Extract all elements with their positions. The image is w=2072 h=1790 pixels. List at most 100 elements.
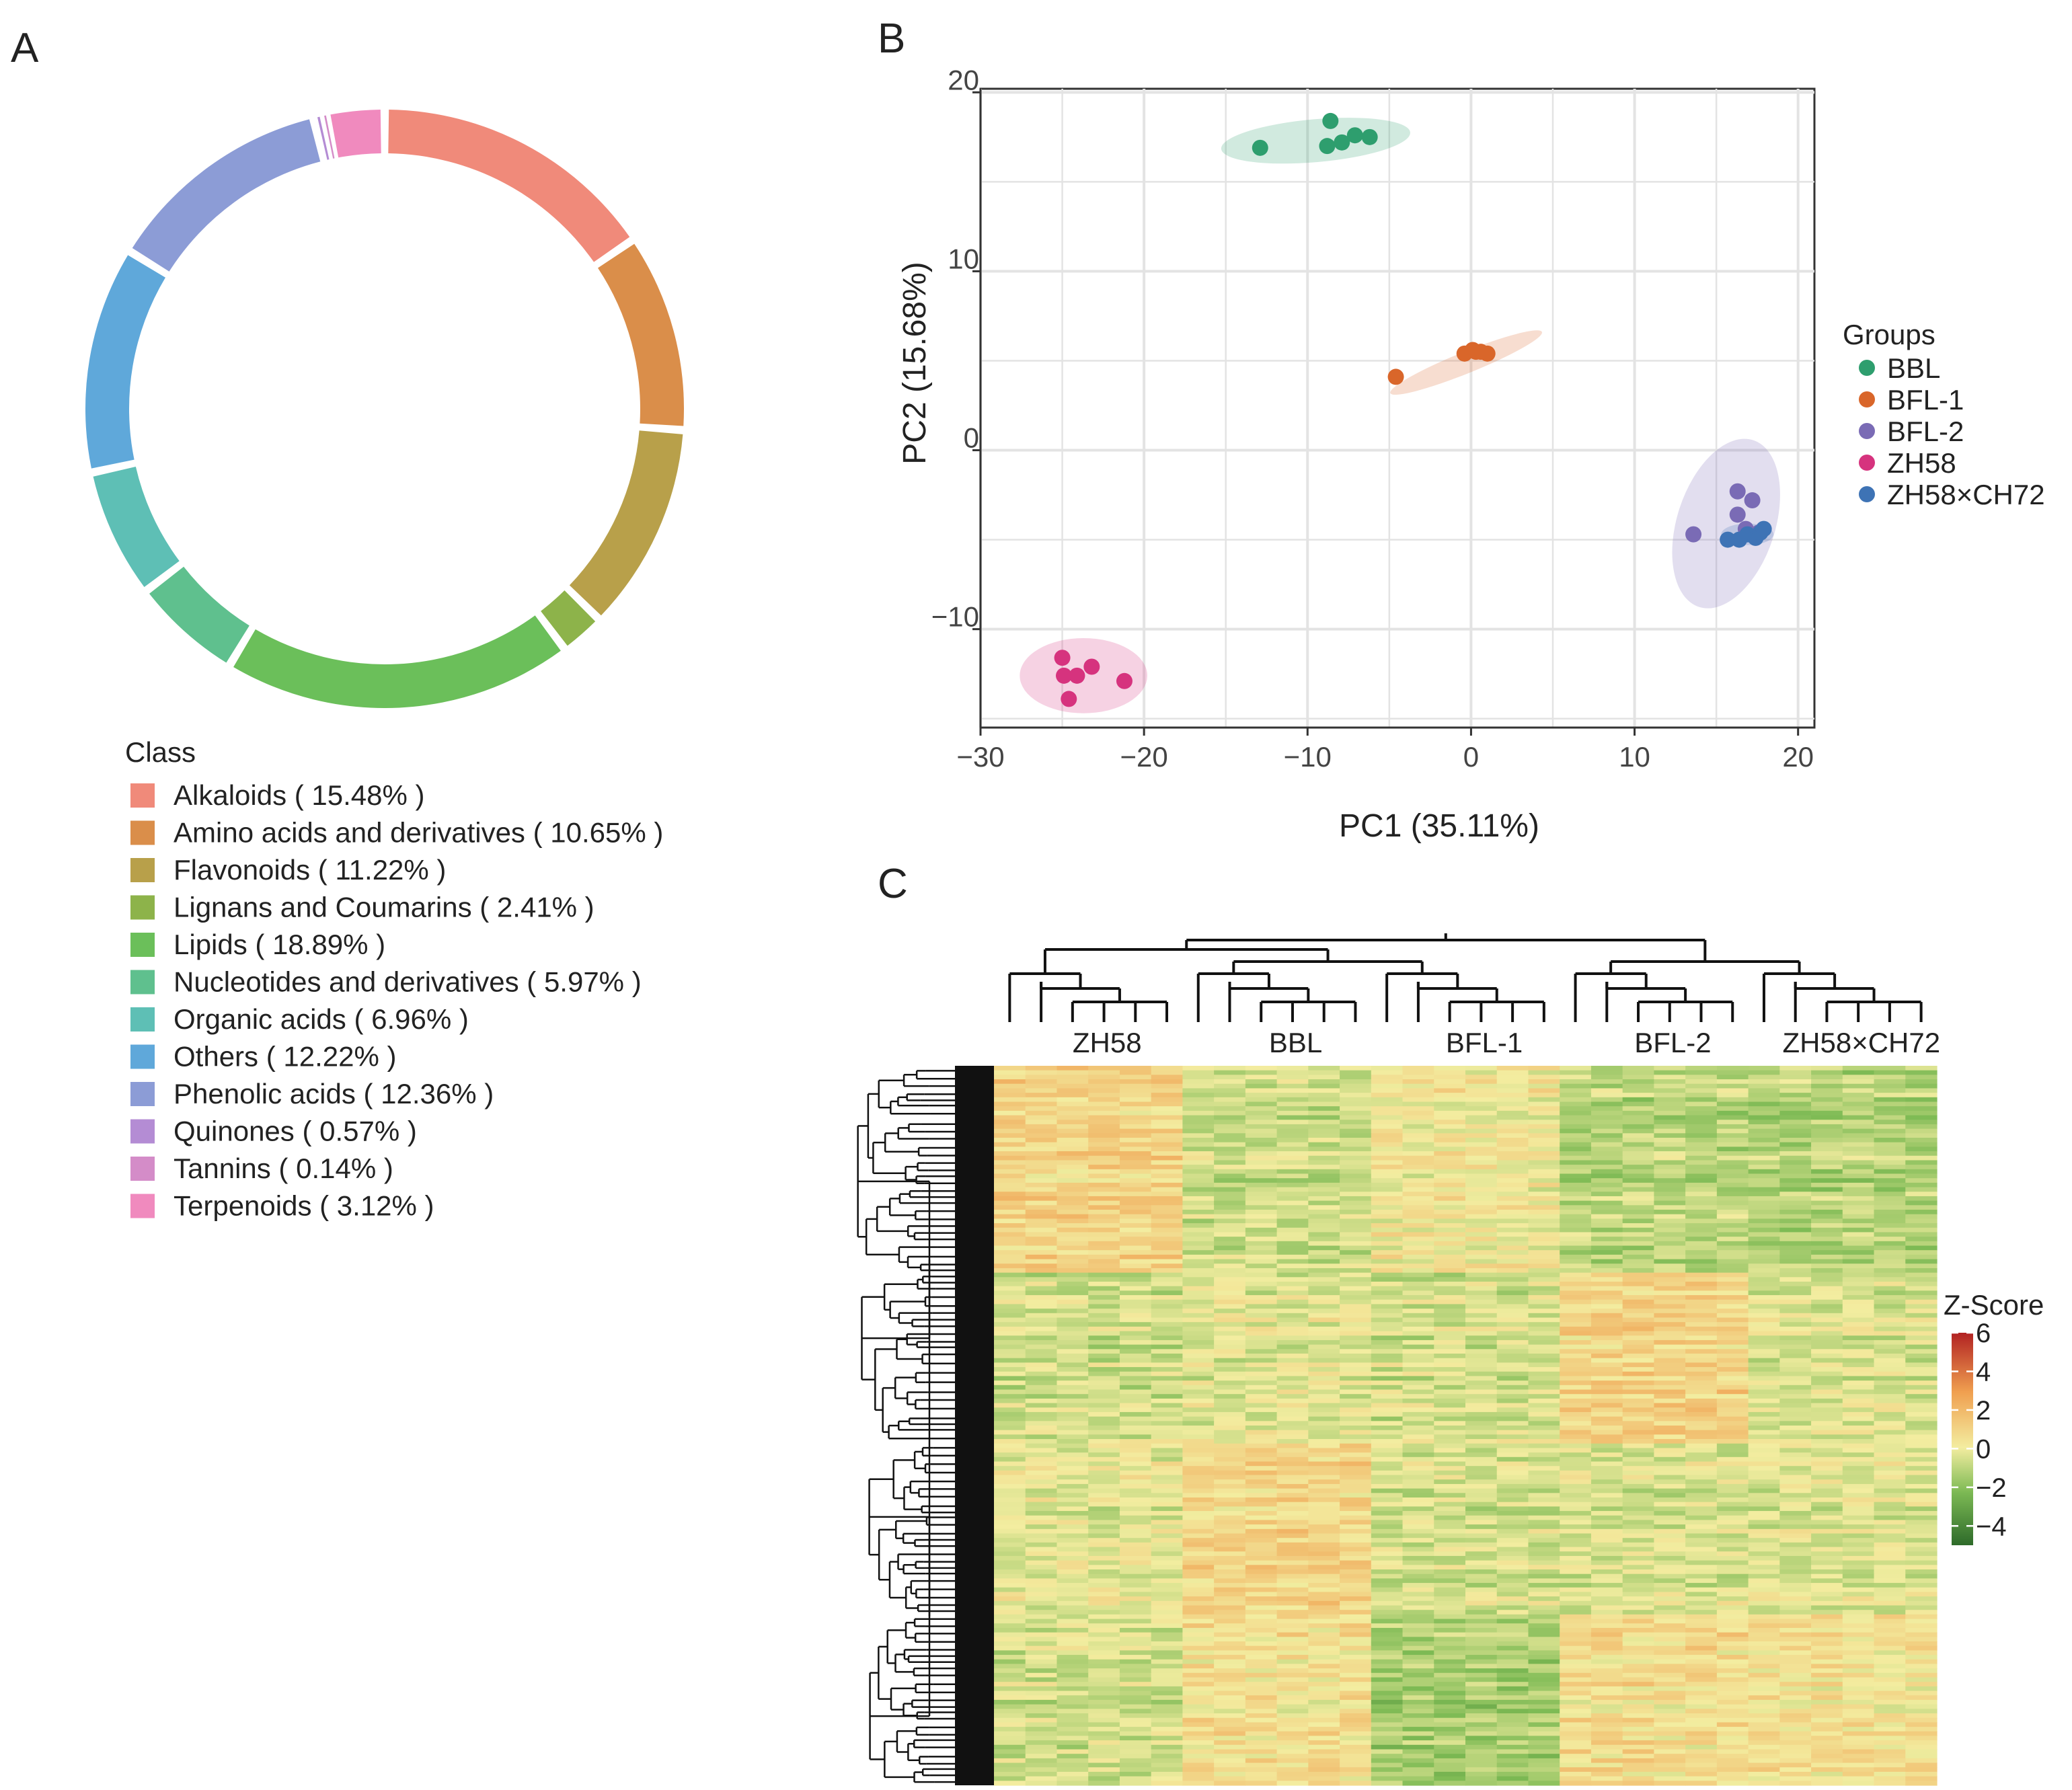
heatmap-cell-1282: [1685, 1254, 1718, 1260]
heatmap-cell-3837: [1842, 1637, 1875, 1642]
heatmap-cell-320: [1622, 1110, 1654, 1116]
heatmap-cell-4053: [1088, 1672, 1120, 1678]
heatmap-cell-848: [1245, 1192, 1278, 1197]
heatmap-cell-2572: [1685, 1448, 1718, 1453]
heatmap-cell-4133: [1716, 1682, 1749, 1687]
heatmap-cell-2923: [1402, 1502, 1434, 1507]
pca-grid: [979, 89, 1814, 728]
heatmap-cell-1500: [994, 1290, 1026, 1296]
heatmap-cell-1658: [1245, 1313, 1278, 1319]
heatmap-cell-401: [1340, 1124, 1372, 1130]
heatmap-cell-570: [994, 1151, 1026, 1157]
heatmap-cell-3131: [1340, 1533, 1372, 1539]
heatmap-cell-1745: [1151, 1326, 1183, 1332]
heatmap-cell-1187: [1528, 1241, 1560, 1247]
heatmap-cell-4010: [1622, 1664, 1654, 1669]
heatmap-cell-305: [1151, 1110, 1183, 1116]
heatmap-cell-1677: [1842, 1313, 1875, 1319]
heatmap-cell-4265: [1151, 1704, 1183, 1709]
heatmap-cell-790: [1308, 1182, 1340, 1188]
heatmap-cell-3403: [1402, 1573, 1434, 1579]
heatmap-cell-4272: [1371, 1704, 1404, 1709]
heatmap-cell-732: [1371, 1173, 1404, 1179]
heatmap-cell-1675: [1779, 1313, 1812, 1319]
heatmap-cell-2279: [1905, 1403, 1937, 1408]
heatmap-cell-1623: [1088, 1309, 1120, 1314]
heatmap-cell-3385: [1779, 1569, 1812, 1575]
donut-slice-7: [85, 255, 165, 469]
heatmap-cell-2616: [1182, 1456, 1215, 1463]
heatmap-cell-2994: [1748, 1511, 1780, 1516]
heatmap-cell-239: [1905, 1097, 1937, 1103]
heatmap-cell-1969: [1590, 1358, 1623, 1363]
heatmap-cell-1665: [1465, 1313, 1498, 1319]
heatmap-cell-1843: [1402, 1339, 1434, 1346]
heatmap-cell-1613: [1716, 1304, 1749, 1309]
heatmap-cell-3681: [1654, 1614, 1686, 1620]
heatmap-cell-1891: [1025, 1349, 1058, 1354]
heatmap-cell-3043: [1402, 1520, 1434, 1525]
heatmap-cell-868: [1874, 1192, 1906, 1197]
heatmap-cell-53: [1716, 1070, 1749, 1075]
heatmap-cell-996: [1182, 1214, 1215, 1219]
heatmap-cell-727: [1214, 1173, 1246, 1179]
heatmap-cell-3518: [1245, 1592, 1278, 1597]
heatmap-cell-108: [1560, 1079, 1592, 1085]
heatmap-cell-1903: [1402, 1349, 1434, 1354]
heatmap-cell-1626: [1182, 1309, 1215, 1314]
heatmap-cell-225: [1465, 1097, 1498, 1103]
heatmap-cell-1364: [1434, 1268, 1466, 1274]
heatmap-cell-4322: [1057, 1713, 1089, 1719]
heatmap-cell-2307: [1842, 1407, 1875, 1413]
heatmap-cell-4041: [1654, 1668, 1686, 1674]
heatmap-cell-530: [1622, 1142, 1654, 1147]
heatmap-cell-485: [1151, 1138, 1183, 1143]
heatmap-cell-274: [1119, 1106, 1152, 1112]
heatmap-cell-3476: [1811, 1583, 1843, 1588]
heatmap-cell-688: [1874, 1165, 1906, 1170]
heatmap-cell-4085: [1151, 1677, 1183, 1682]
heatmap-cell-495: [1465, 1138, 1498, 1143]
heatmap-cell-2140: [1308, 1385, 1340, 1391]
heatmap-cell-289: [1590, 1106, 1623, 1112]
heatmap-cell-3818: [1245, 1637, 1278, 1642]
heatmap-cell-1955: [1151, 1358, 1183, 1363]
heatmap-cell-1529: [1905, 1290, 1937, 1296]
heatmap-cell-3033: [1088, 1520, 1120, 1525]
heatmap-cell-1515: [1465, 1290, 1498, 1296]
heatmap-cell-1481: [1340, 1286, 1372, 1291]
heatmap-cell-2255: [1151, 1403, 1183, 1408]
heatmap-cell-1465: [1779, 1282, 1812, 1287]
heatmap-cell-2014: [1119, 1367, 1152, 1372]
heatmap-cell-4136: [1811, 1682, 1843, 1687]
heatmap-cell-829: [1590, 1187, 1623, 1192]
heatmap-cell-511: [1025, 1142, 1058, 1147]
heatmap-cell-3201: [1654, 1542, 1686, 1548]
heatmap-cell-2992: [1685, 1511, 1718, 1516]
heatmap-cell-2374: [1119, 1421, 1152, 1426]
heatmap-cell-1041: [1654, 1218, 1686, 1224]
heatmap-cell-426: [1182, 1128, 1215, 1134]
heatmap-cell-2760: [994, 1479, 1026, 1485]
heatmap-cell-3660: [994, 1614, 1026, 1620]
heatmap-cell-837: [1842, 1187, 1875, 1192]
heatmap-cell-1331: [1340, 1263, 1372, 1269]
heatmap-cell-2811: [1654, 1483, 1686, 1489]
heatmap-cell-2426: [1811, 1426, 1843, 1431]
heatmap-cell-3783: [1088, 1632, 1120, 1637]
heatmap-cell-3998: [1245, 1664, 1278, 1669]
heatmap-cell-3551: [1340, 1596, 1372, 1602]
heatmap-cell-1171: [1025, 1241, 1058, 1247]
heatmap-cell-1926: [1182, 1354, 1215, 1359]
heatmap-cell-391: [1025, 1124, 1058, 1130]
heatmap-cell-4375: [1779, 1717, 1812, 1723]
heatmap-cell-2654: [1434, 1461, 1466, 1467]
legend-label-0: Alkaloids ( 15.48% ): [174, 779, 425, 811]
heatmap-cell-1638: [1560, 1309, 1592, 1314]
heatmap-cell-2467: [1214, 1434, 1246, 1440]
heatmap-cell-3140: [1622, 1533, 1654, 1539]
heatmap-cell-3498: [1560, 1587, 1592, 1593]
heatmap-cell-857: [1528, 1192, 1560, 1197]
heatmap-cell-3301: [1025, 1560, 1058, 1565]
heatmap-cell-1494: [1748, 1286, 1780, 1291]
